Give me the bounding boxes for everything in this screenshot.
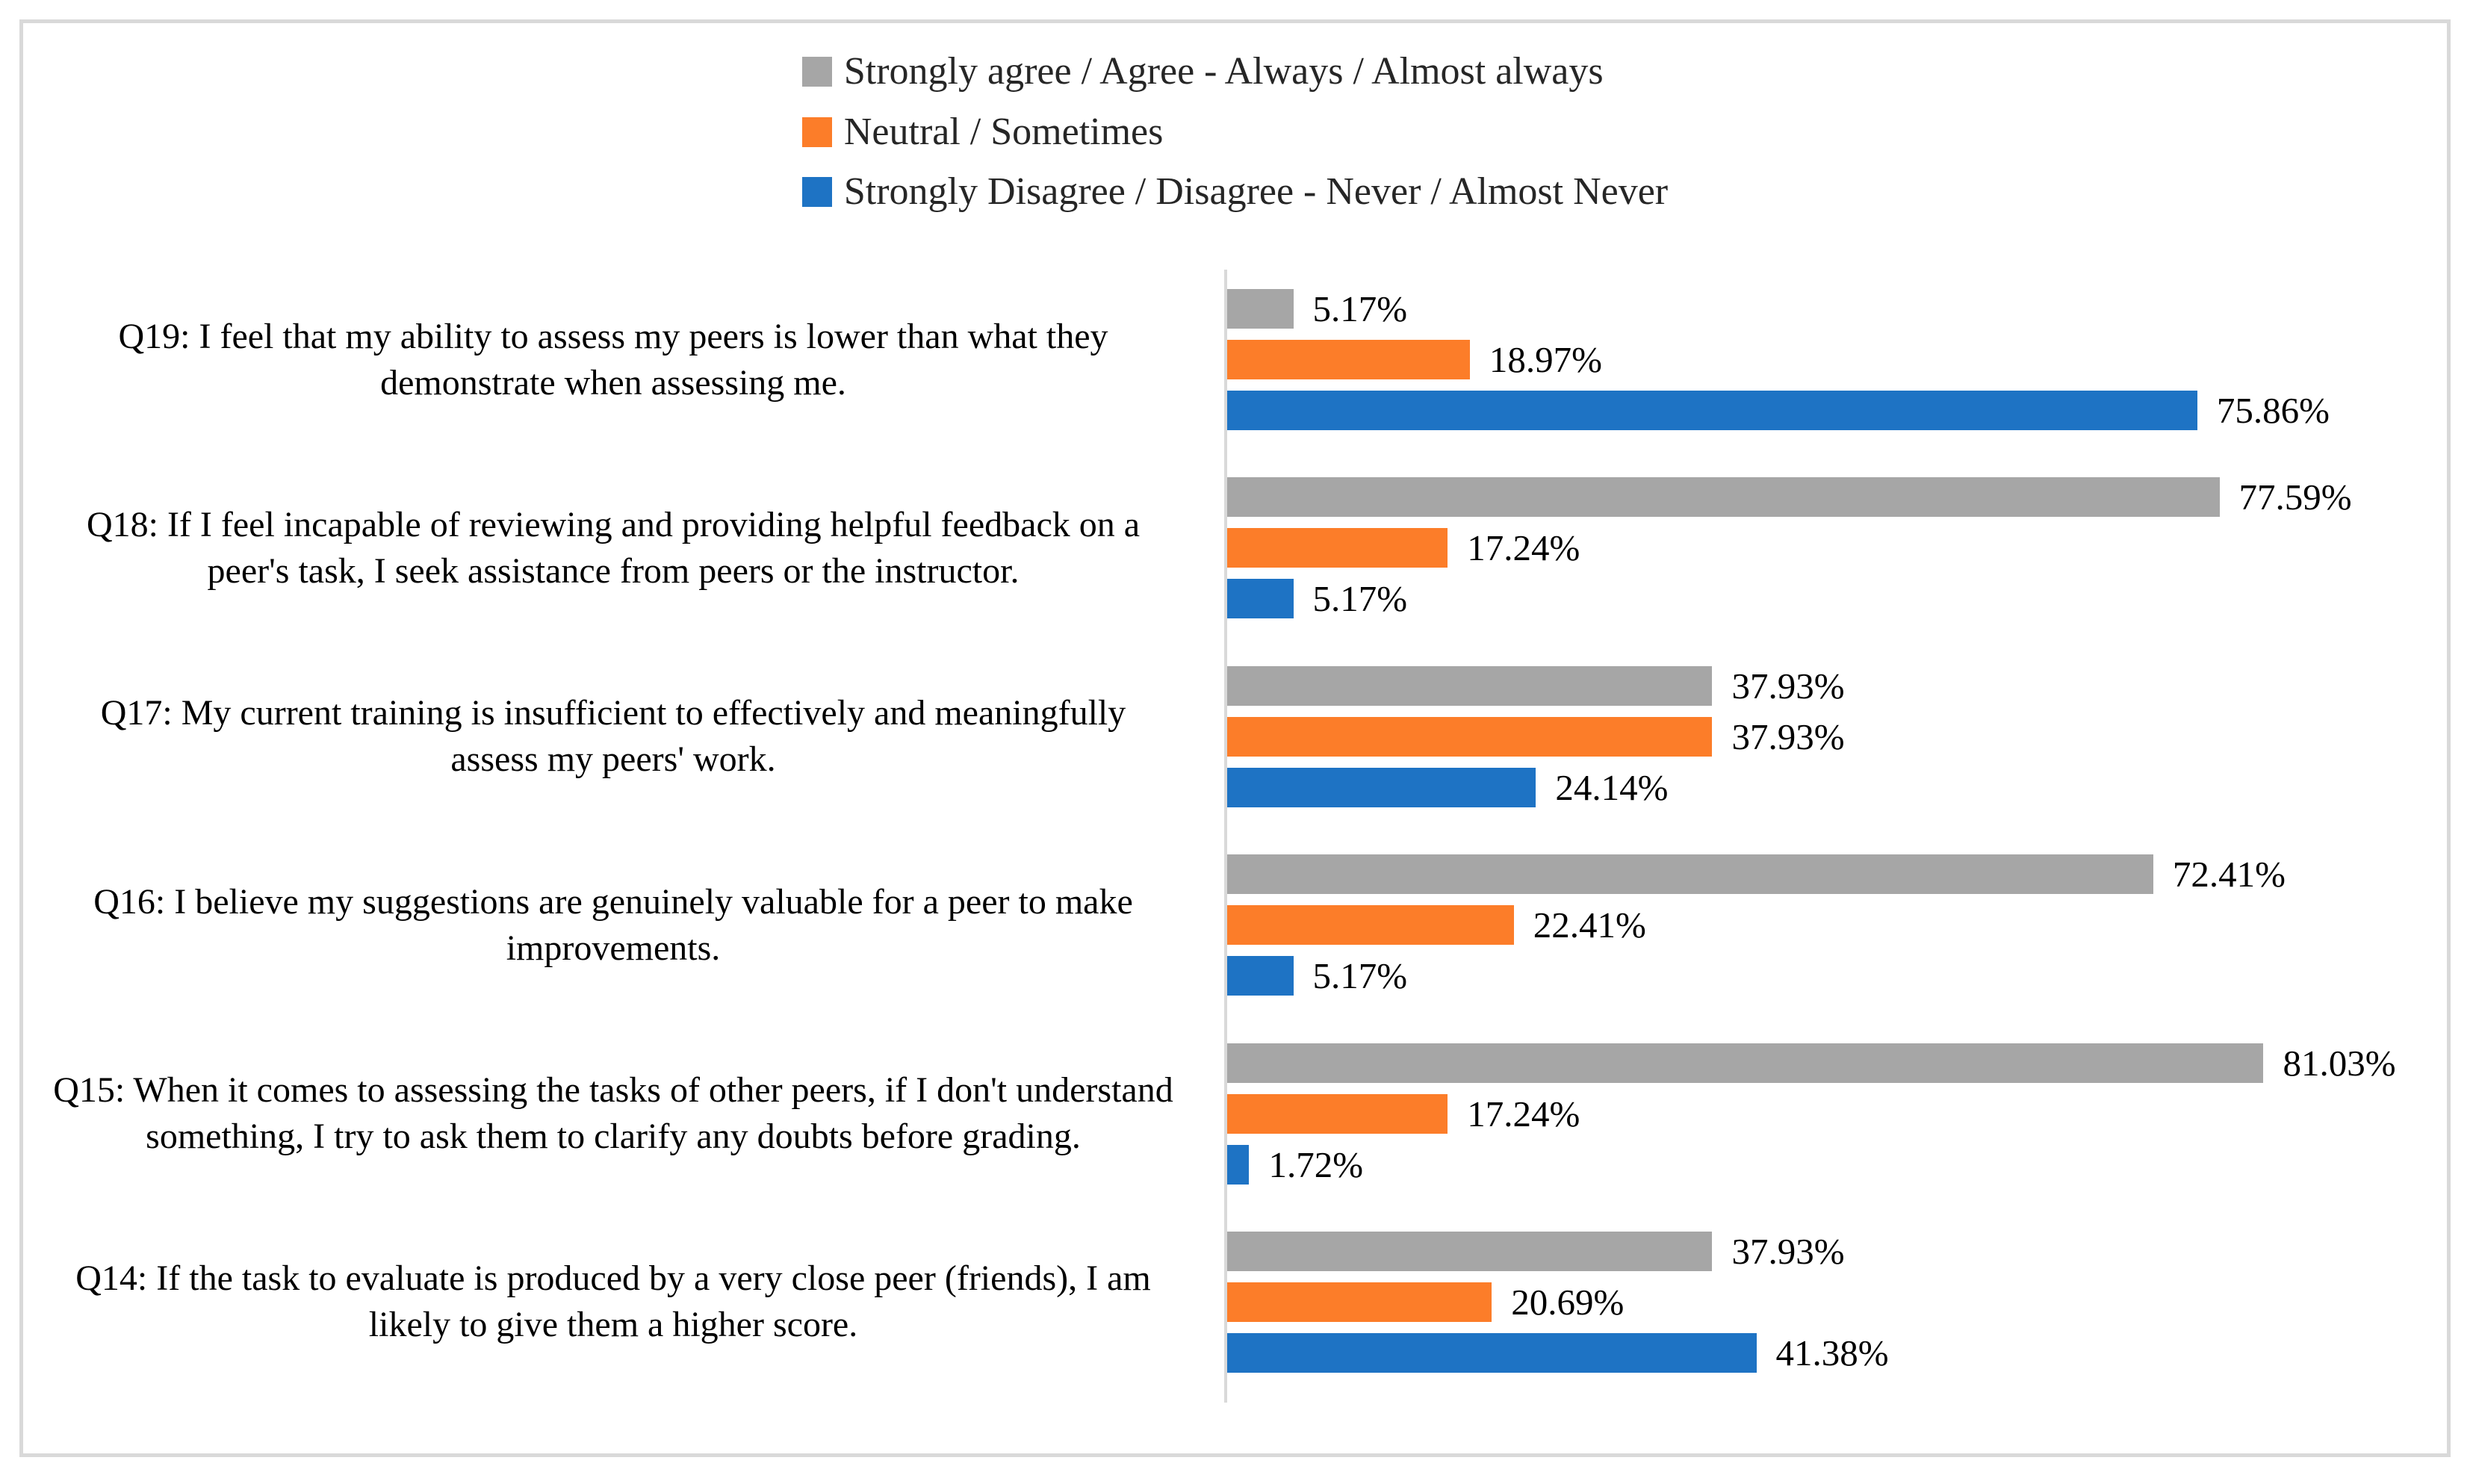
bar-segment xyxy=(1227,854,2153,895)
legend-swatch-orange xyxy=(801,117,832,147)
value-label: 5.17% xyxy=(1312,288,1408,329)
value-label: 24.14% xyxy=(1555,766,1669,808)
chart-body: Q19: I feel that my ability to assess my… xyxy=(23,270,2439,1403)
bar-segment xyxy=(1227,391,2197,430)
bar-row: 17.24% xyxy=(1227,1093,2439,1134)
bars-cell: 5.17% 18.97% 75.86% xyxy=(1188,288,2439,431)
bars-cell: 77.59% 17.24% 5.17% xyxy=(1188,476,2439,620)
chart-legend: Strongly agree / Agree - Always / Almost… xyxy=(801,50,1669,214)
bar-segment xyxy=(1227,528,1448,568)
bar-segment xyxy=(1227,340,1470,379)
chart-row: Q16: I believe my suggestions are genuin… xyxy=(23,854,2439,996)
value-label: 5.17% xyxy=(1312,578,1408,620)
bar-segment xyxy=(1227,289,1294,329)
legend-label: Strongly agree / Agree - Always / Almost… xyxy=(843,50,1604,93)
legend-swatch-gray xyxy=(801,57,832,87)
y-axis-line xyxy=(1224,270,1227,1403)
bar-segment xyxy=(1227,1332,1757,1373)
legend-item-disagree: Strongly Disagree / Disagree - Never / A… xyxy=(801,170,1669,214)
bar-segment xyxy=(1227,767,1536,807)
bar-row: 5.17% xyxy=(1227,955,2439,997)
category-label: Q15: When it comes to assessing the task… xyxy=(53,1070,1173,1157)
value-label: 75.86% xyxy=(2216,390,2330,431)
legend-item-neutral: Neutral / Sometimes xyxy=(801,110,1668,153)
category-label: Q19: I feel that my ability to assess my… xyxy=(118,316,1108,403)
bar-segment xyxy=(1227,477,2220,518)
bar-row: 22.41% xyxy=(1227,904,2439,946)
bar-row: 1.72% xyxy=(1227,1143,2439,1185)
bar-row: 20.69% xyxy=(1227,1281,2439,1323)
bar-row: 24.14% xyxy=(1227,766,2439,808)
value-label: 81.03% xyxy=(2283,1042,2396,1084)
bar-row: 17.24% xyxy=(1227,527,2439,569)
legend-swatch-blue xyxy=(801,177,832,208)
bar-row: 37.93% xyxy=(1227,715,2439,757)
bar-row: 5.17% xyxy=(1227,578,2439,620)
legend-label: Neutral / Sometimes xyxy=(843,110,1164,153)
category-label: Q17: My current training is insufficient… xyxy=(100,693,1126,780)
chart-row: Q19: I feel that my ability to assess my… xyxy=(23,288,2439,431)
bar-row: 72.41% xyxy=(1227,854,2439,895)
value-label: 5.17% xyxy=(1312,955,1408,997)
category-label: Q14: If the task to evaluate is produced… xyxy=(75,1258,1151,1345)
chart-row: Q14: If the task to evaluate is produced… xyxy=(23,1230,2439,1373)
value-label: 22.41% xyxy=(1533,904,1646,946)
value-label: 72.41% xyxy=(2172,854,2286,895)
value-label: 1.72% xyxy=(1268,1143,1364,1185)
bars-cell: 72.41% 22.41% 5.17% xyxy=(1188,854,2439,996)
value-label: 17.24% xyxy=(1467,527,1580,569)
bar-segment xyxy=(1227,956,1294,996)
bar-segment xyxy=(1227,1093,1448,1134)
bar-segment xyxy=(1227,716,1713,757)
bar-row: 18.97% xyxy=(1227,339,2439,380)
bar-segment xyxy=(1227,665,1713,706)
legend-item-agree: Strongly agree / Agree - Always / Almost… xyxy=(801,50,1668,93)
bar-segment xyxy=(1227,579,1294,619)
value-label: 37.93% xyxy=(1731,715,1845,757)
bar-row: 75.86% xyxy=(1227,390,2439,431)
value-label: 37.93% xyxy=(1731,1230,1845,1272)
chart-row: Q15: When it comes to assessing the task… xyxy=(23,1043,2439,1185)
bars-cell: 37.93% 20.69% 41.38% xyxy=(1188,1230,2439,1373)
value-label: 18.97% xyxy=(1489,339,1602,380)
chart-row: Q18: If I feel incapable of reviewing an… xyxy=(23,476,2439,620)
chart-frame: Strongly agree / Agree - Always / Almost… xyxy=(19,19,2451,1457)
bar-row: 77.59% xyxy=(1227,476,2439,518)
bar-row: 81.03% xyxy=(1227,1042,2439,1084)
category-label: Q16: I believe my suggestions are genuin… xyxy=(93,881,1133,968)
bars-cell: 81.03% 17.24% 1.72% xyxy=(1188,1043,2439,1185)
legend-label: Strongly Disagree / Disagree - Never / A… xyxy=(843,170,1669,214)
category-label: Q18: If I feel incapable of reviewing an… xyxy=(86,504,1141,591)
value-label: 17.24% xyxy=(1467,1093,1580,1134)
bar-segment xyxy=(1227,1043,2264,1083)
bar-segment xyxy=(1227,905,1514,946)
chart-row: Q17: My current training is insufficient… xyxy=(23,665,2439,808)
bars-cell: 37.93% 37.93% 24.14% xyxy=(1188,665,2439,808)
bar-row: 41.38% xyxy=(1227,1332,2439,1373)
bar-segment xyxy=(1227,1231,1713,1271)
value-label: 77.59% xyxy=(2238,476,2352,518)
value-label: 20.69% xyxy=(1511,1281,1625,1323)
bar-row: 37.93% xyxy=(1227,665,2439,707)
bar-row: 37.93% xyxy=(1227,1230,2439,1272)
value-label: 37.93% xyxy=(1731,665,1845,707)
bar-segment xyxy=(1227,1144,1250,1185)
bar-row: 5.17% xyxy=(1227,288,2439,329)
value-label: 41.38% xyxy=(1775,1332,1889,1373)
bar-segment xyxy=(1227,1282,1492,1322)
